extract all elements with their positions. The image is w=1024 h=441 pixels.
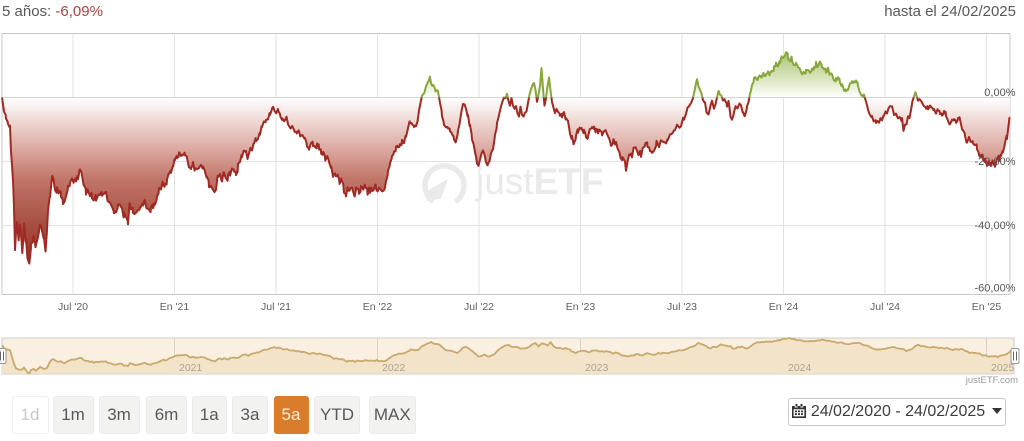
svg-text:2025: 2025 [991, 362, 1015, 374]
svg-text:2023: 2023 [585, 362, 609, 374]
svg-text:Jul '24: Jul '24 [870, 301, 900, 313]
svg-text:-60,00%: -60,00% [975, 283, 1016, 295]
svg-text:Jul '20: Jul '20 [58, 301, 88, 313]
svg-text:2022: 2022 [382, 362, 406, 374]
svg-text:2021: 2021 [179, 362, 203, 374]
svg-text:-40,00%: -40,00% [975, 220, 1016, 232]
svg-text:En '22: En '22 [363, 301, 393, 313]
svg-text:En '23: En '23 [566, 301, 596, 313]
svg-text:2024: 2024 [788, 362, 812, 374]
svg-text:0,00%: 0,00% [984, 87, 1015, 99]
svg-text:justETF: justETF [475, 161, 603, 202]
svg-text:-20,00%: -20,00% [975, 156, 1016, 168]
svg-text:En '25: En '25 [972, 301, 1002, 313]
svg-text:Jul '21: Jul '21 [261, 301, 291, 313]
svg-text:En '21: En '21 [160, 301, 190, 313]
svg-text:justETF.com: justETF.com [965, 375, 1018, 386]
svg-text:En '24: En '24 [769, 301, 799, 313]
svg-text:Jul '23: Jul '23 [667, 301, 697, 313]
svg-text:Jul '22: Jul '22 [464, 301, 494, 313]
